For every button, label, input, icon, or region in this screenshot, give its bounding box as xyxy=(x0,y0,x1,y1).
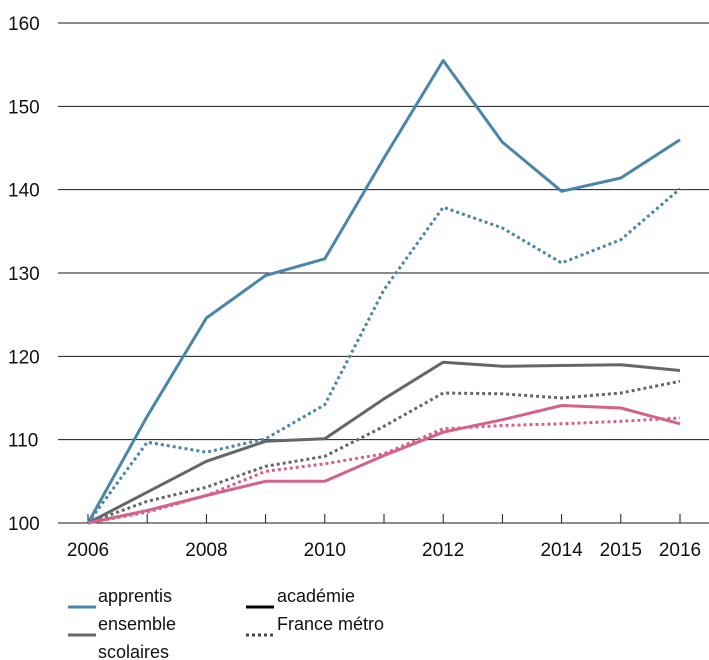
y-axis-tick-labels: 100 110 120 130 140 150 160 xyxy=(8,14,40,535)
series-line-apprentis-academie xyxy=(86,59,681,524)
series-line-scolaires-academie xyxy=(87,404,681,525)
legend-label-france-metro: France métro xyxy=(277,614,384,634)
series-line-ensemble-france-metro xyxy=(87,379,681,525)
series-line-scolaires-france-metro xyxy=(87,416,681,525)
legend-label-scolaires: scolaires xyxy=(98,642,169,660)
x-tick-label: 2006 xyxy=(67,540,109,561)
x-axis: 2006 2008 2010 2012 2014 2015 2016 xyxy=(67,514,701,561)
y-tick-label: 150 xyxy=(8,97,40,118)
series-line-apprentis-france-metro xyxy=(86,187,681,524)
legend-label-ensemble: ensemble xyxy=(98,614,176,634)
y-tick-label: 130 xyxy=(8,264,40,285)
x-tick-label: 2010 xyxy=(304,540,346,561)
y-tick-label: 110 xyxy=(8,431,38,452)
y-tick-label: 140 xyxy=(8,181,40,202)
grid-lines xyxy=(58,22,709,524)
legend: apprentis ensemble scolaires académie France… xyxy=(68,586,384,660)
x-tick-label: 2014 xyxy=(540,540,583,561)
x-tick-label: 2016 xyxy=(659,540,701,561)
x-tick-label: 2012 xyxy=(422,540,464,561)
series-line-ensemble-academie xyxy=(87,360,681,525)
y-tick-label: 100 xyxy=(8,514,40,535)
x-tick-label: 2008 xyxy=(185,540,227,561)
legend-label-academie: académie xyxy=(277,586,355,606)
legend-label-apprentis: apprentis xyxy=(98,586,172,606)
x-tick-label: 2015 xyxy=(600,540,642,561)
y-tick-label: 120 xyxy=(8,347,40,368)
y-tick-label: 160 xyxy=(8,14,40,35)
series-lines xyxy=(86,59,681,525)
